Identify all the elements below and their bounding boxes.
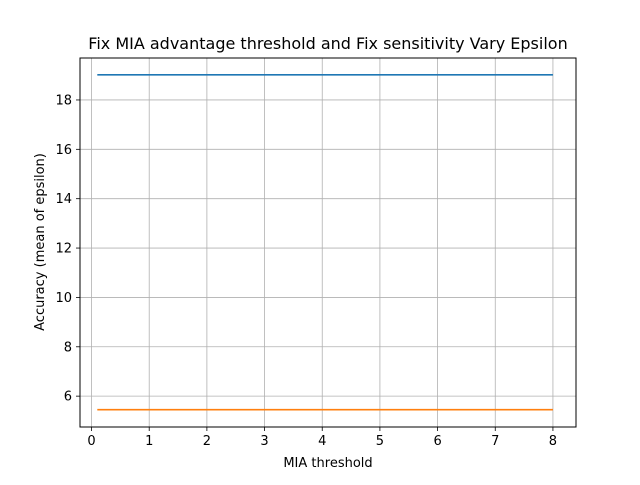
x-tick-label: 1 [145, 434, 153, 449]
series-layer [97, 73, 553, 411]
y-tick-label: 12 [55, 242, 72, 257]
x-tick-label: 5 [376, 434, 384, 449]
chart-title: Fix MIA advantage threshold and Fix sens… [88, 34, 567, 53]
x-axis-label: MIA threshold [283, 456, 372, 471]
x-tick-label: 4 [318, 434, 326, 449]
x-tick-label: 0 [87, 434, 95, 449]
x-tick-label: 8 [549, 434, 557, 449]
y-axis-label: Accuracy (mean of epsilon) [33, 153, 48, 331]
x-tick-label: 3 [260, 434, 268, 449]
y-tick-label: 16 [55, 143, 72, 158]
grid [80, 58, 576, 427]
plot-frame [79, 57, 577, 428]
y-tick-label: 14 [55, 192, 72, 207]
x-tick-label: 7 [491, 434, 499, 449]
y-tick-label: 8 [64, 340, 72, 355]
y-tick-label: 18 [55, 93, 72, 108]
x-tick-label: 6 [433, 434, 441, 449]
y-tick-label: 10 [55, 291, 72, 306]
x-tick-label: 2 [203, 434, 211, 449]
y-tick-label: 6 [64, 390, 72, 405]
